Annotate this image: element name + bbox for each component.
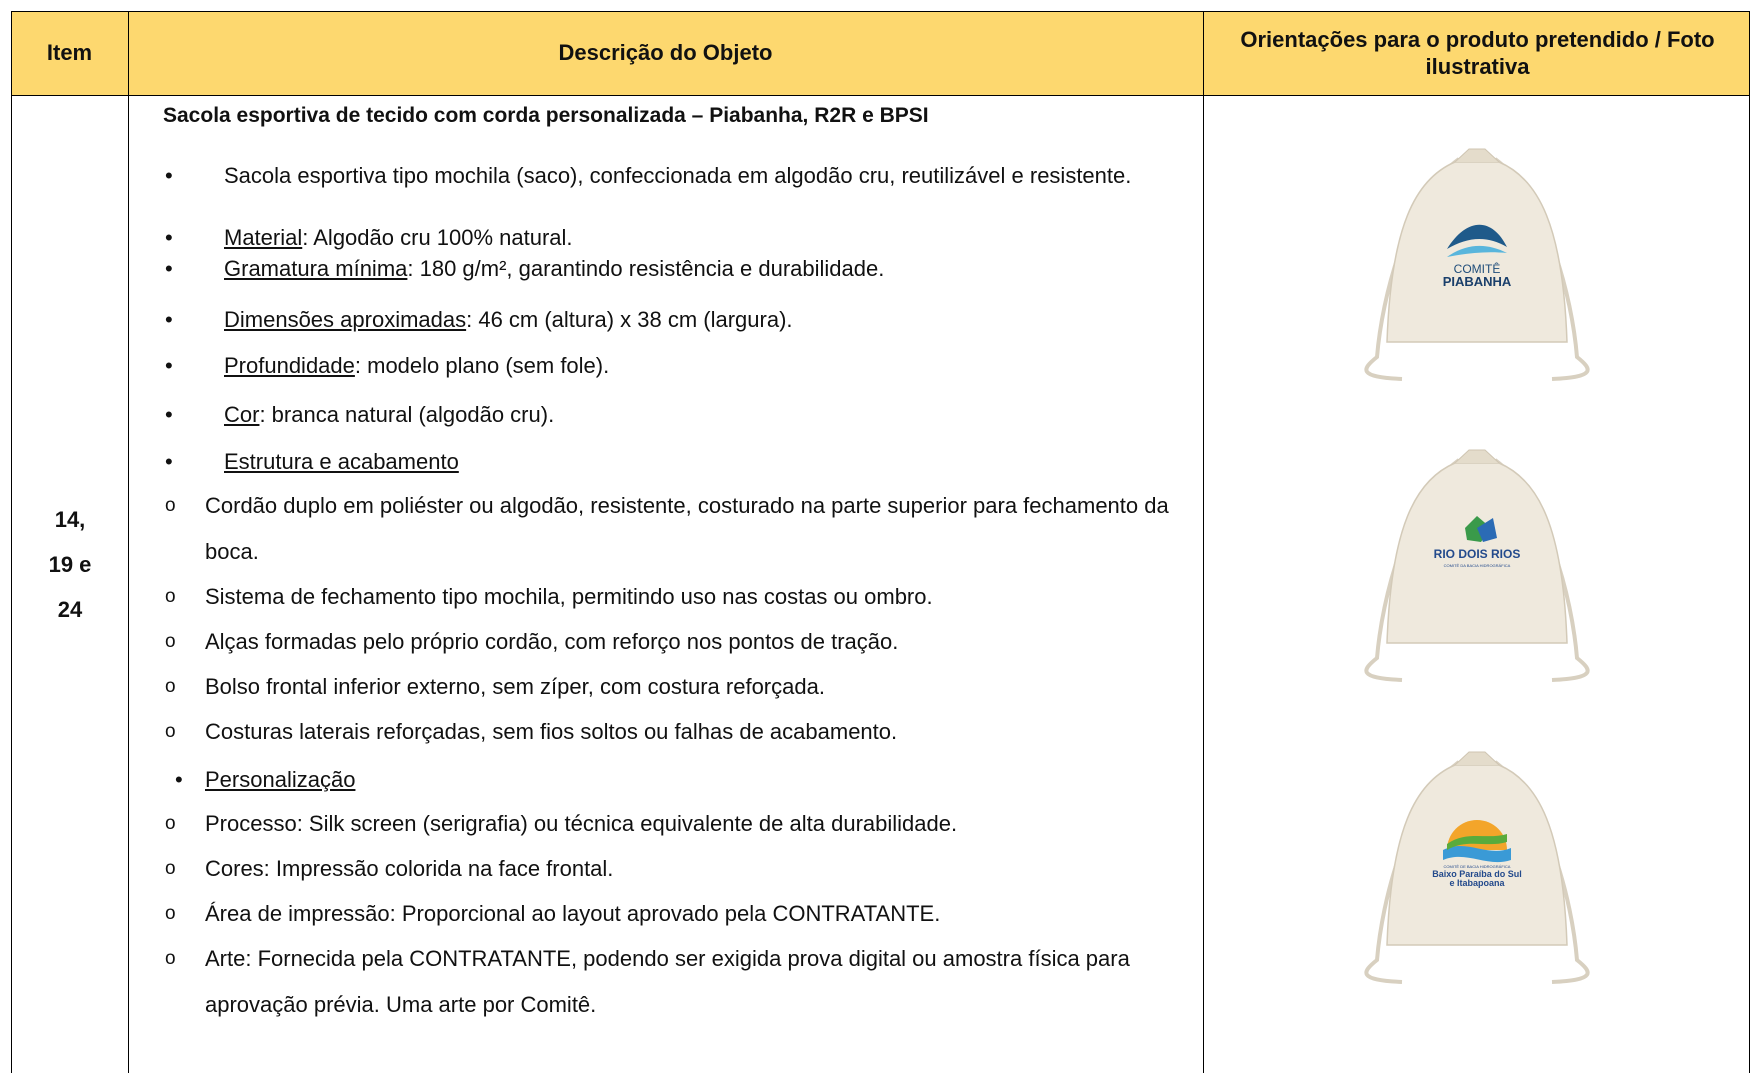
logo-shape — [1443, 846, 1511, 863]
feature-label: Dimensões aproximadas — [224, 307, 467, 332]
border — [11, 95, 1750, 96]
feature-text: : modelo plano (sem fole). — [354, 353, 610, 378]
feature-label: Material — [224, 225, 303, 250]
feature: Gramatura mínima: 180 g/m², garantindo r… — [165, 256, 885, 282]
logo-text: RIO DOIS RIOS — [1434, 547, 1521, 561]
logo-shape — [1447, 834, 1507, 850]
header-background — [11, 11, 1749, 95]
feature: Profundidade: modelo plano (sem fole). — [165, 353, 610, 379]
section-heading: Estrutura e acabamento — [165, 449, 459, 475]
header-cell: Descrição do Objeto — [558, 40, 773, 65]
feature-label: Profundidade — [224, 353, 355, 378]
border — [1749, 11, 1750, 1073]
item-number: 14, 19 e 24 — [48, 507, 92, 622]
feature: Material: Algodão cru 100% natural. — [165, 225, 573, 251]
section-heading-text: Personalização — [205, 767, 356, 792]
section-point: Cordão duplo em poliéster ou algodão, re… — [165, 483, 1185, 575]
feature-text: : branca natural (algodão cru). — [259, 402, 555, 427]
logo-text: COMITÊ DE BACIA HIDROGRÁFICA — [1444, 864, 1511, 869]
logo-text: e Itabapoana — [1449, 878, 1505, 888]
header-cell: Orientações para o produto pretendido / … — [1240, 27, 1715, 79]
feature: Sacola esportiva tipo mochila (saco), co… — [163, 162, 1183, 190]
feature-text: : 180 g/m², garantindo resistência e dur… — [407, 256, 885, 281]
section-point: Processo: Silk screen (serigrafia) ou té… — [165, 801, 1185, 847]
bag-gather — [1454, 449, 1500, 464]
section-heading-text: Estrutura e acabamento — [224, 449, 459, 474]
feature-text: : Algodão cru 100% natural. — [302, 225, 573, 250]
section-point: Arte: Fornecida pela CONTRATANTE, podend… — [165, 936, 1185, 1028]
section-heading: Personalização — [175, 767, 356, 793]
feature: Dimensões aproximadas: 46 cm (altura) x … — [165, 307, 793, 333]
logo-text: Baixo Paraíba do Sul — [1432, 869, 1522, 879]
logo-shape — [1447, 245, 1507, 257]
bag-photo: RIO DOIS RIOS COMITÊ DA BACIA HIDROGRÁFIC… — [1364, 449, 1590, 682]
border — [11, 11, 1750, 12]
section-point: Área de impressão: Proporcional ao layou… — [165, 891, 1185, 937]
bag-body — [1386, 462, 1568, 644]
section-point: Alças formadas pelo próprio cordão, com … — [165, 619, 1185, 665]
feature-label: Cor — [224, 402, 260, 427]
border — [1203, 11, 1204, 1073]
feature: Cor: branca natural (algodão cru). — [165, 402, 555, 428]
logo-text: COMITÊ — [1454, 261, 1501, 276]
section-point: Bolso frontal inferior externo, sem zípe… — [165, 664, 1185, 710]
bag-gather — [1454, 751, 1500, 766]
logo-shape — [1447, 224, 1507, 249]
border — [128, 11, 129, 1073]
logo-text: COMITÊ DA BACIA HIDROGRÁFICA — [1444, 563, 1511, 568]
feature-label: Gramatura mínima — [224, 256, 408, 281]
section-point: Sistema de fechamento tipo mochila, perm… — [165, 574, 1185, 620]
logo-shape — [1477, 518, 1497, 542]
description-title: Sacola esportiva de tecido com corda per… — [163, 104, 929, 127]
logo-text: PIABANHA — [1443, 274, 1512, 289]
feature-text: : 46 cm (altura) x 38 cm (largura). — [466, 307, 793, 332]
border — [11, 11, 12, 1073]
section-point: Cores: Impressão colorida na face fronta… — [165, 846, 1185, 892]
bag-gather — [1454, 148, 1500, 163]
header-cell: Item — [46, 40, 93, 65]
section-point: Costuras laterais reforçadas, sem fios s… — [165, 709, 1185, 755]
